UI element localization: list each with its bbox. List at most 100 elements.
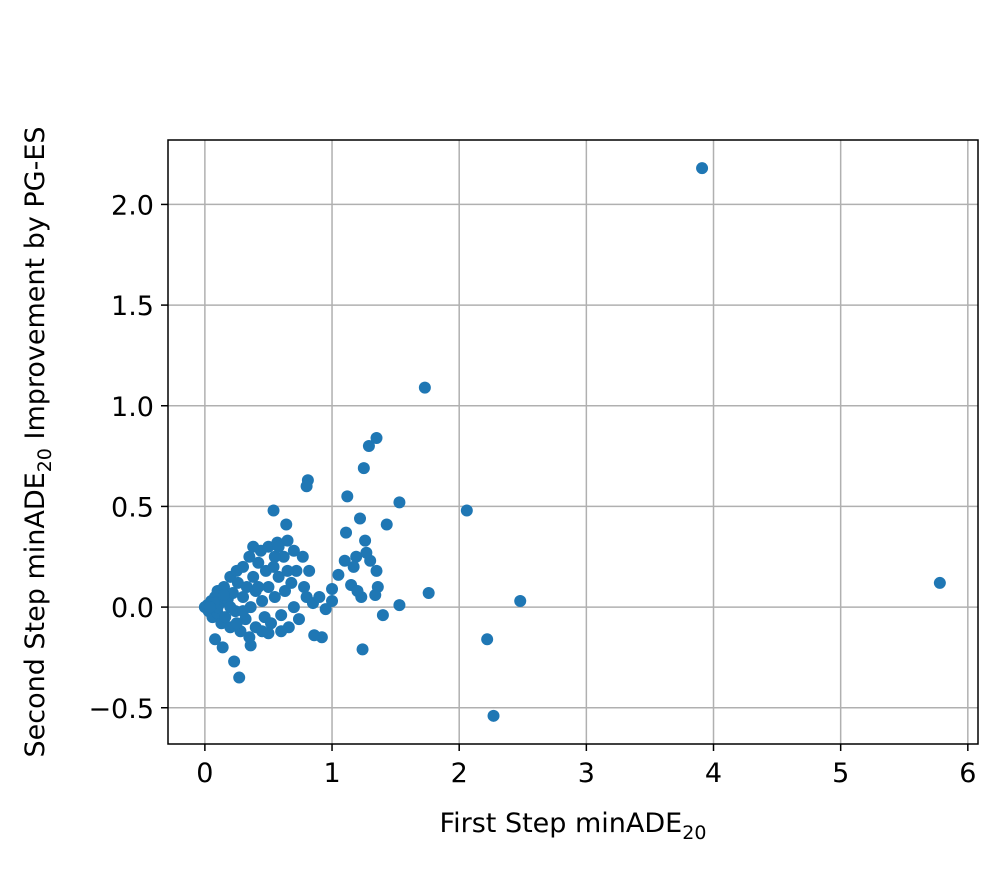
- point: [209, 633, 222, 646]
- point: [303, 564, 316, 577]
- y-tick-label: 2.0: [111, 190, 154, 221]
- point: [393, 599, 406, 612]
- point: [272, 570, 285, 583]
- point: [237, 560, 250, 573]
- point: [332, 568, 345, 581]
- point: [252, 556, 265, 569]
- point: [252, 580, 265, 593]
- point: [275, 609, 288, 622]
- x-label-text: First Step minADE: [440, 808, 683, 839]
- point: [360, 546, 373, 559]
- point: [369, 589, 382, 602]
- x-tick-label: 3: [578, 758, 595, 789]
- point: [267, 504, 280, 517]
- point: [285, 576, 298, 589]
- point: [313, 591, 326, 604]
- point: [370, 564, 383, 577]
- x-tick-label: 4: [705, 758, 722, 789]
- y-tick-label: 0.5: [111, 492, 154, 523]
- point: [460, 504, 473, 517]
- point: [224, 601, 237, 614]
- point: [264, 617, 277, 630]
- point: [243, 631, 256, 644]
- point: [933, 576, 946, 589]
- point: [393, 496, 406, 509]
- point: [319, 603, 332, 616]
- point: [233, 671, 246, 684]
- y-label-subscript: 20: [34, 448, 56, 472]
- x-tick-label: 2: [451, 758, 468, 789]
- point: [237, 591, 250, 604]
- point: [256, 625, 269, 638]
- x-axis-label: First Step minADE20: [440, 808, 707, 844]
- point: [338, 554, 351, 567]
- x-tick-label: 6: [959, 758, 976, 789]
- point: [278, 584, 291, 597]
- point: [292, 613, 305, 626]
- point: [341, 490, 354, 503]
- y-tick-label: −0.5: [88, 694, 154, 725]
- point: [326, 582, 339, 595]
- point: [203, 601, 216, 614]
- point: [376, 609, 389, 622]
- point: [267, 560, 280, 573]
- point: [230, 617, 243, 630]
- x-tick-label: 1: [323, 758, 340, 789]
- point: [340, 526, 353, 539]
- point: [281, 534, 294, 547]
- point: [370, 431, 383, 444]
- point: [514, 595, 527, 608]
- y-label-text: Second Step minADE: [20, 472, 51, 757]
- point: [308, 629, 321, 642]
- point: [217, 589, 230, 602]
- point: [272, 540, 285, 553]
- x-label-subscript: 20: [682, 822, 706, 844]
- point: [268, 591, 281, 604]
- point: [296, 550, 309, 563]
- y-label-suffix: Improvement by PG-ES: [20, 126, 51, 448]
- point: [351, 584, 364, 597]
- point: [347, 560, 360, 573]
- point: [300, 480, 313, 493]
- point: [362, 440, 375, 453]
- point: [243, 550, 256, 563]
- point: [262, 580, 275, 593]
- point: [354, 512, 367, 525]
- point: [268, 550, 281, 563]
- point: [219, 611, 232, 624]
- point: [277, 550, 290, 563]
- point: [281, 564, 294, 577]
- point: [359, 534, 372, 547]
- point: [298, 580, 311, 593]
- y-tick-label: 1.0: [111, 392, 154, 423]
- point: [247, 540, 260, 553]
- point: [481, 633, 494, 646]
- point: [280, 518, 293, 531]
- point: [356, 643, 369, 656]
- point: [290, 564, 303, 577]
- point: [380, 518, 393, 531]
- y-axis-label: Second Step minADE20 Improvement by PG-E…: [20, 126, 56, 757]
- point: [357, 462, 370, 475]
- x-tick-label: 0: [196, 758, 213, 789]
- y-tick-label: 1.5: [111, 291, 154, 322]
- point: [487, 709, 500, 722]
- point: [247, 570, 260, 583]
- point: [237, 605, 250, 618]
- point: [696, 162, 709, 175]
- x-tick-label: 5: [832, 758, 849, 789]
- point: [350, 550, 363, 563]
- point: [275, 625, 288, 638]
- point: [287, 601, 300, 614]
- point: [326, 595, 339, 608]
- point: [418, 381, 431, 394]
- point: [228, 655, 241, 668]
- point: [422, 587, 435, 599]
- y-tick-label: 0.0: [111, 593, 154, 624]
- point: [256, 595, 269, 608]
- point: [216, 641, 229, 654]
- point: [287, 544, 300, 557]
- plot-frame: [167, 139, 979, 745]
